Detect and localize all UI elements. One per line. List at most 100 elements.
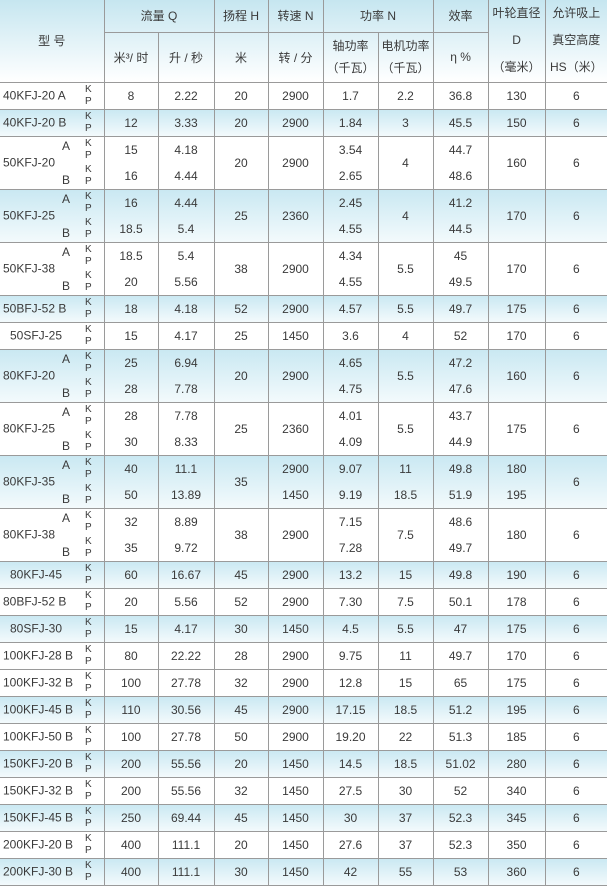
kp-p: P (85, 95, 92, 107)
kp-k: K (85, 562, 92, 574)
kp-k: K (85, 643, 92, 655)
header-impeller-line1: 叶轮直径 (492, 6, 541, 21)
model-name: 200KFJ-20 B (3, 837, 74, 851)
kp-k: K (85, 724, 92, 736)
kp-k: K (85, 832, 92, 844)
cell-hs: 6 (544, 242, 607, 296)
cell-q-ls: 4.44 (157, 162, 215, 190)
table-row: 40KFJ-20 B K P 12 3.33 20 2900 1.84 3 45.5 150 6 (0, 109, 607, 137)
cell-eff: 41.2 (432, 188, 489, 216)
cell-hs: 6 (544, 858, 607, 886)
model-cell-inner: 80KFJ-45 K P (0, 562, 104, 588)
model-cell-inner: 50KFJ-25 A B K P K P (0, 190, 104, 242)
kp-p: P (85, 601, 92, 613)
kp-k: K (85, 697, 92, 709)
cell-d: 178 (487, 588, 546, 616)
header-suction-line1: 允许吸上 (552, 6, 601, 21)
kp-p: P (85, 763, 92, 775)
kp-p: P (85, 202, 92, 214)
model-cell: 80SFJ-30 K P (0, 615, 105, 643)
cell-q-ls: 27.78 (157, 669, 215, 697)
cell-eff: 52 (432, 322, 489, 350)
kp-k: K (85, 456, 92, 468)
kp-p: P (85, 655, 92, 667)
cell-motor: 18.5 (377, 696, 434, 724)
cell-q-ls: 4.17 (157, 615, 215, 643)
cell-hs: 6 (544, 696, 607, 724)
kp-p: P (85, 122, 92, 134)
model-cell: 50KFJ-25 A B K P K P (0, 189, 105, 243)
cell-shaft: 4.57 (322, 295, 379, 323)
cell-q-m3h: 250 (103, 804, 159, 832)
cell-q-ls: 7.78 (157, 401, 215, 429)
cell-eff: 49.8 (432, 454, 489, 482)
cell-q-m3h: 18.5 (103, 241, 159, 269)
cell-d: 170 (487, 642, 546, 670)
cell-motor: 37 (377, 804, 434, 832)
table-row: 80SFJ-30 K P 15 4.17 30 1450 4.5 5.5 47 175 6 (0, 615, 607, 643)
kp-p: P (85, 736, 92, 748)
cell-shaft: 4.01 (322, 401, 379, 429)
model-group: 50KFJ-20 A B K P K P 15 4.18 20 2900 3.54 4 44.7 160 6 1… (0, 135, 607, 190)
cell-shaft: 12.8 (322, 669, 379, 697)
model-name: 80KFJ-25 (3, 421, 56, 435)
header-flow: 流量 Q (103, 0, 215, 33)
model-variant: B (62, 172, 71, 187)
cell-shaft: 17.15 (322, 696, 379, 724)
cell-h: 25 (213, 322, 269, 350)
cell-h: 32 (213, 669, 269, 697)
model-cell: 50KFJ-20 A B K P K P (0, 136, 105, 190)
kp-k: K (85, 509, 92, 521)
cell-motor: 15 (377, 561, 434, 589)
model-name: 150KFJ-45 B (3, 810, 74, 824)
table-row: 80BFJ-52 B K P 20 5.56 52 2900 7.30 7.5 50.1 178 6 (0, 588, 607, 616)
cell-q-ls: 69.44 (157, 804, 215, 832)
table-row: 50BFJ-52 B K P 18 4.18 52 2900 4.57 5.5 49.7 175 6 (0, 295, 607, 323)
cell-q-m3h: 28 (103, 375, 159, 403)
header-motor-power-line1: 电机功率 (381, 39, 430, 53)
cell-q-ls: 5.56 (157, 588, 215, 616)
model-cell: 80KFJ-35 A B K P K P (0, 455, 105, 509)
model-variant: A (62, 351, 71, 366)
model-variant: B (62, 438, 71, 453)
cell-hs: 6 (544, 831, 607, 859)
kp-p: P (85, 175, 92, 187)
kp-p: P (85, 790, 92, 802)
model-cell-inner: 50KFJ-38 A B K P K P (0, 243, 104, 295)
cell-shaft: 19.20 (322, 723, 379, 751)
cell-h: 20 (213, 136, 269, 190)
cell-q-m3h: 400 (103, 831, 159, 859)
cell-shaft: 4.75 (322, 375, 379, 403)
model-name: 40KFJ-20 B (3, 115, 67, 129)
cell-motor: 30 (377, 777, 434, 805)
table-row: 50SFJ-25 K P 15 4.17 25 1450 3.6 4 52 170 6 (0, 322, 607, 350)
model-group: 80SFJ-30 K P 15 4.17 30 1450 4.5 5.5 47 175 6 (0, 615, 607, 643)
cell-d: 175 (487, 402, 546, 456)
cell-hs: 6 (544, 82, 607, 110)
kp-k: K (85, 216, 92, 228)
model-group: 100KFJ-28 B K P 80 22.22 28 2900 9.75 11 49.7 170 6 (0, 642, 607, 670)
cell-h: 45 (213, 561, 269, 589)
cell-shaft: 4.55 (322, 268, 379, 296)
cell-n: 2900 (267, 669, 324, 697)
model-group: 80KFJ-35 A B K P K P 40 11.1 35 2900 9.07 11 49.8 180 6… (0, 454, 607, 509)
cell-eff: 43.7 (432, 401, 489, 429)
model-group: 200KFJ-20 B K P 400 111.1 20 1450 27.6 37 52.3 350… (0, 831, 607, 859)
model-variant: A (62, 191, 71, 206)
cell-q-ls: 4.17 (157, 322, 215, 350)
model-cell: 80KFJ-25 A B K P K P (0, 402, 105, 456)
kp-k: K (85, 805, 92, 817)
model-name: 150KFJ-32 B (3, 783, 74, 797)
model-group: 80KFJ-38 A B K P K P 32 8.89 38 2900 7.15 7.5 48.6 180… (0, 507, 607, 562)
cell-h: 45 (213, 804, 269, 832)
cell-eff: 47.6 (432, 375, 489, 403)
